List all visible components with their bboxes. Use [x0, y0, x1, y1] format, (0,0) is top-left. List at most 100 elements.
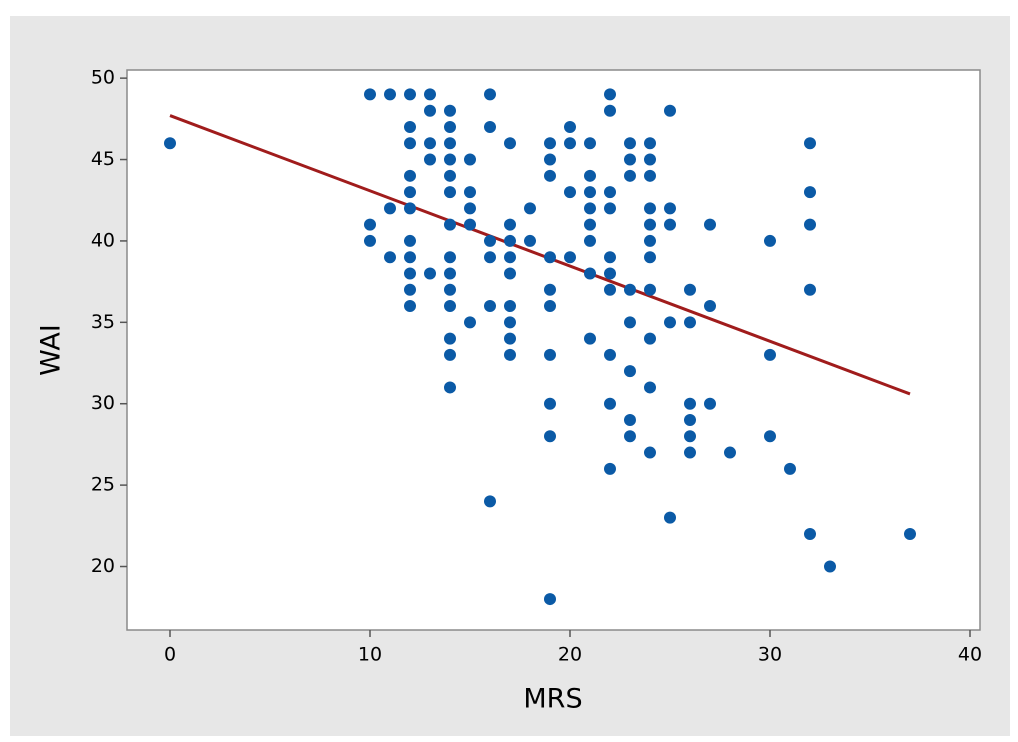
y-tick-label: 30 [91, 392, 115, 414]
point [644, 202, 656, 215]
point [764, 348, 776, 361]
y-tick-label: 40 [91, 229, 115, 251]
point [584, 267, 596, 280]
point [544, 348, 556, 361]
point [604, 462, 616, 475]
point [784, 462, 796, 475]
point [604, 283, 616, 296]
point [484, 120, 496, 133]
point [704, 300, 716, 313]
point [504, 316, 516, 329]
point [664, 316, 676, 329]
point [424, 104, 436, 117]
point [624, 365, 636, 378]
point [824, 560, 836, 573]
point [444, 267, 456, 280]
point [684, 414, 696, 426]
point [584, 137, 596, 150]
point [424, 153, 436, 166]
y-tick-label: 20 [91, 555, 115, 577]
point [564, 120, 576, 133]
point [704, 218, 716, 231]
point [604, 104, 616, 117]
point [684, 397, 696, 410]
point [464, 202, 476, 215]
point [504, 300, 516, 313]
point [564, 186, 576, 199]
point [764, 430, 776, 443]
point [404, 300, 416, 313]
point [904, 527, 916, 540]
point [624, 316, 636, 329]
point [684, 316, 696, 329]
point [444, 348, 456, 361]
point [604, 202, 616, 215]
point [664, 104, 676, 117]
point [624, 137, 636, 150]
y-axis-label: WAI [36, 324, 67, 376]
point [504, 137, 516, 150]
point [544, 283, 556, 296]
point [544, 169, 556, 182]
point [384, 202, 396, 215]
point [484, 251, 496, 264]
point [644, 251, 656, 264]
plot-area [126, 69, 981, 631]
point [604, 397, 616, 410]
point [724, 446, 736, 459]
point [404, 137, 416, 150]
point [604, 348, 616, 361]
fit-line [169, 114, 911, 396]
point [504, 267, 516, 280]
point [404, 234, 416, 247]
point [424, 137, 436, 150]
point [464, 316, 476, 329]
point [404, 283, 416, 296]
point [444, 251, 456, 264]
point [644, 153, 656, 166]
point [804, 137, 816, 150]
point [364, 218, 376, 231]
point [404, 169, 416, 182]
point [644, 169, 656, 182]
point [664, 511, 676, 524]
y-tick-label: 45 [91, 148, 115, 170]
point [484, 88, 496, 101]
point [564, 251, 576, 264]
point [464, 218, 476, 231]
point [544, 300, 556, 313]
point [584, 234, 596, 247]
point [804, 218, 816, 231]
point [464, 186, 476, 199]
point [544, 593, 556, 606]
x-axis-label: MRS [523, 684, 582, 715]
point [404, 186, 416, 199]
point [624, 153, 636, 166]
point [504, 234, 516, 247]
point [584, 186, 596, 199]
point [544, 397, 556, 410]
point [404, 251, 416, 264]
point [364, 234, 376, 247]
point [444, 332, 456, 345]
point [624, 430, 636, 443]
point [364, 88, 376, 101]
point [404, 202, 416, 215]
point [664, 218, 676, 231]
point [504, 251, 516, 264]
point [584, 218, 596, 231]
point [504, 218, 516, 231]
point [524, 202, 536, 215]
point [704, 397, 716, 410]
point [644, 234, 656, 247]
point [604, 267, 616, 280]
point [444, 120, 456, 133]
point [624, 414, 636, 426]
x-tick-label: 40 [958, 644, 982, 666]
point [684, 283, 696, 296]
point [484, 300, 496, 313]
point [604, 186, 616, 199]
point [404, 267, 416, 280]
